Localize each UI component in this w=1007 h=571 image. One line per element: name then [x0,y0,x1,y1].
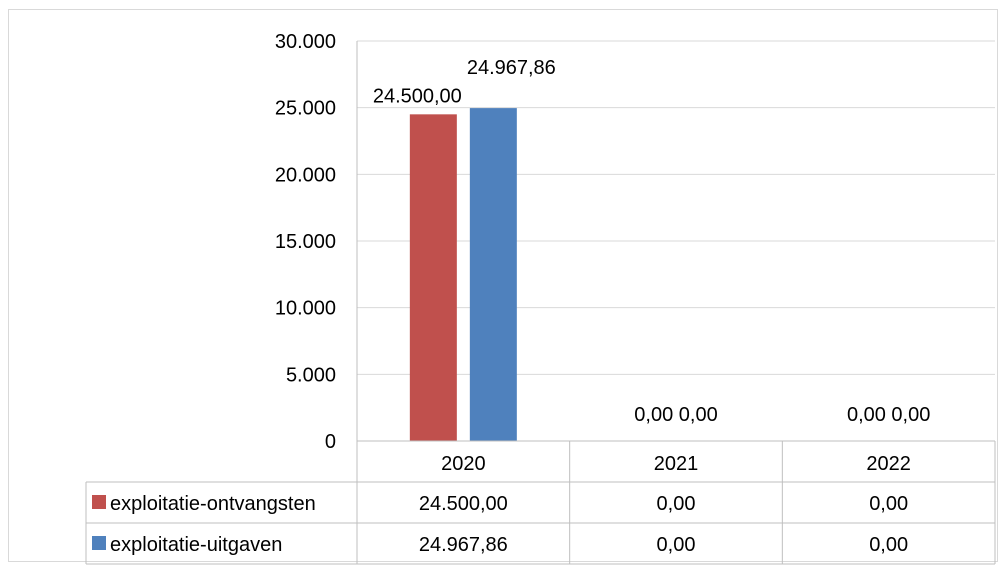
legend-swatch [92,536,106,550]
y-tick-label: 30.000 [275,31,336,53]
data-label: 0,00 0,00 [634,404,717,426]
y-tick-label: 10.000 [275,298,336,320]
table-cell: 24.500,00 [419,493,508,515]
legend-label: exploitatie-uitgaven [110,534,282,556]
x-category-label: 2021 [654,453,699,475]
bar [469,108,517,441]
data-label: 0,00 0,00 [847,404,930,426]
table-cell: 24.967,86 [419,534,508,556]
legend-swatch [92,495,106,509]
table-cell: 0,00 [657,493,696,515]
y-tick-label: 0 [325,431,336,453]
x-category-label: 2020 [441,453,486,475]
data-label: 24.967,86 [467,57,556,79]
chart-border [8,9,998,562]
table-cell: 0,00 [657,534,696,556]
y-tick-label: 15.000 [275,231,336,253]
y-tick-label: 20.000 [275,164,336,186]
bar [409,114,457,441]
table-cell: 0,00 [869,534,908,556]
y-tick-label: 5.000 [286,364,336,386]
legend-label: exploitatie-ontvangsten [110,493,316,515]
table-cell: 0,00 [869,493,908,515]
x-category-label: 2022 [866,453,911,475]
data-label: 24.500,00 [373,85,462,107]
y-tick-label: 25.000 [275,98,336,120]
